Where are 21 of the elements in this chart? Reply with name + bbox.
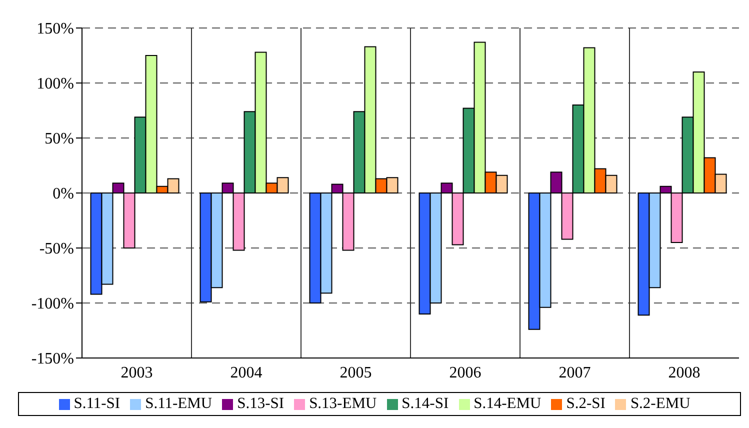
legend-label: S.2-SI <box>566 395 606 412</box>
legend-label: S.13-SI <box>237 395 284 412</box>
x-tick-label: 2005 <box>340 364 372 382</box>
legend-label: S.14-EMU <box>474 395 542 412</box>
x-tick-label: 2006 <box>449 364 482 382</box>
legend-label: S.11-SI <box>74 395 120 412</box>
y-tick-label: -50% <box>39 240 74 258</box>
x-tick-label: 2008 <box>668 364 700 382</box>
y-tick-label: 50% <box>44 130 74 148</box>
x-tick-label: 2004 <box>230 364 262 382</box>
x-tick-label: 2007 <box>558 364 591 382</box>
y-tick-label: 0% <box>52 186 74 203</box>
legend-label: S.14-SI <box>402 395 449 412</box>
y-tick-label: -100% <box>31 296 74 313</box>
legend-label: S.11-EMU <box>145 395 212 412</box>
legend-label: S.13-EMU <box>309 395 377 412</box>
y-tick-label: 100% <box>36 76 74 93</box>
x-tick-label: 2003 <box>120 364 153 382</box>
legend-label: S.2-EMU <box>630 395 690 412</box>
y-tick-label: -150% <box>31 350 74 368</box>
y-tick-label: 150% <box>36 20 74 38</box>
